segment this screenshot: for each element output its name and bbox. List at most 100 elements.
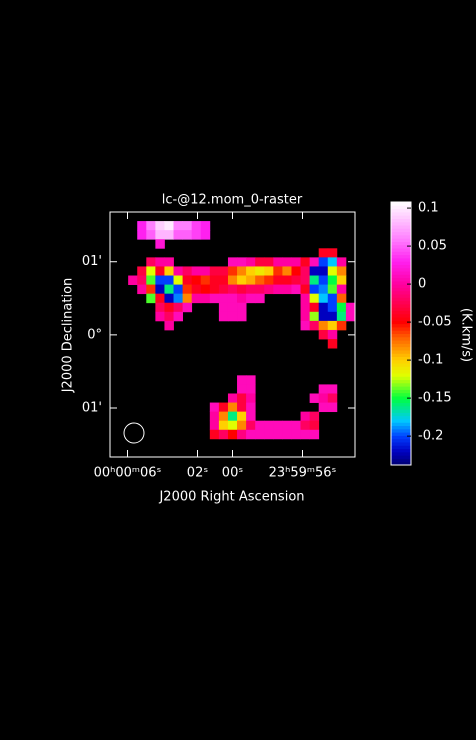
pixel — [309, 257, 320, 267]
y-tick-label: 0° — [87, 327, 102, 342]
pixel — [255, 266, 265, 276]
y-tick-label: 01' — [82, 254, 102, 269]
pixel — [209, 266, 220, 276]
pixel — [273, 420, 283, 431]
pixel — [173, 230, 183, 240]
colorbar-slice — [391, 333, 411, 338]
pixel — [173, 302, 183, 313]
colorbar-tick-label: 0 — [418, 277, 426, 292]
pixel — [209, 284, 220, 295]
pixel — [318, 393, 329, 403]
pixel — [227, 275, 238, 285]
pixel — [300, 266, 311, 276]
colorbar-tick-label: -0.2 — [418, 429, 443, 444]
pixel — [336, 275, 347, 285]
pixel — [318, 384, 329, 394]
pixel — [273, 284, 283, 295]
pixel — [246, 402, 256, 413]
colorbar-slice — [391, 251, 411, 256]
colorbar-slice — [391, 277, 411, 282]
pixel — [164, 293, 174, 304]
pixel — [318, 311, 329, 322]
pixel — [164, 275, 174, 285]
pixel — [155, 302, 165, 313]
pixel — [164, 266, 174, 276]
colorbar-slice — [391, 248, 411, 252]
colorbar-slice — [391, 382, 411, 387]
colorbar-slice — [391, 425, 411, 430]
pixel — [182, 230, 193, 240]
pixel — [246, 411, 256, 422]
pixel — [155, 293, 165, 304]
colorbar-slice — [391, 448, 411, 453]
pixel — [209, 293, 220, 304]
colorbar-slice — [391, 372, 411, 377]
colorbar-slice — [391, 205, 411, 210]
pixel — [227, 257, 238, 267]
colorbar-slice — [391, 326, 411, 331]
pixel — [273, 275, 283, 285]
pixel — [146, 257, 156, 267]
pixel — [345, 311, 356, 322]
pixel — [164, 257, 174, 267]
pixel — [246, 375, 256, 385]
pixel — [164, 311, 174, 322]
pixel — [237, 429, 247, 440]
pixel — [137, 284, 147, 295]
pixel — [227, 402, 238, 413]
pixel — [237, 266, 247, 276]
colorbar-slice — [391, 211, 411, 216]
pixel — [237, 375, 247, 385]
colorbar-slice — [391, 441, 411, 446]
colorbar-slice — [391, 415, 411, 420]
colorbar-slice — [391, 300, 411, 305]
pixel — [273, 429, 283, 440]
colorbar-slice — [391, 392, 411, 397]
pixel — [227, 393, 238, 403]
pixel — [227, 420, 238, 431]
pixel — [200, 221, 211, 231]
colorbar-slice — [391, 317, 411, 321]
colorbar-slice — [391, 451, 411, 456]
pixel — [191, 221, 202, 231]
pixel — [182, 284, 193, 295]
colorbar-slice — [391, 363, 411, 367]
pixel — [155, 266, 165, 276]
colorbar-slice — [391, 336, 411, 341]
pixel — [273, 266, 283, 276]
pixel — [237, 384, 247, 394]
colorbar-slice — [391, 290, 411, 295]
pixel — [255, 293, 265, 304]
pixel — [336, 257, 347, 267]
colorbar-slice — [391, 389, 411, 394]
pixel — [300, 420, 311, 431]
colorbar-slice — [391, 221, 411, 226]
pixel — [200, 266, 211, 276]
pixel — [300, 257, 311, 267]
pixel — [282, 429, 292, 440]
colorbar-slice — [391, 254, 411, 259]
pixel — [291, 266, 301, 276]
pixel — [182, 293, 193, 304]
pixel — [146, 275, 156, 285]
pixel — [327, 329, 338, 340]
pixel — [246, 393, 256, 403]
pixel — [255, 275, 265, 285]
pixel — [327, 257, 338, 267]
pixel — [227, 266, 238, 276]
pixel — [237, 257, 247, 267]
pixel — [345, 302, 356, 313]
pixel — [318, 402, 329, 413]
pixel — [300, 311, 311, 322]
pixel — [191, 230, 202, 240]
pixel — [246, 275, 256, 285]
colorbar-slice — [391, 458, 411, 463]
pixel — [255, 284, 265, 295]
pixel — [327, 320, 338, 331]
pixel — [309, 429, 320, 440]
beam — [123, 422, 145, 444]
pixel — [318, 275, 329, 285]
colorbar-slice — [391, 349, 411, 354]
pixel — [264, 420, 274, 431]
colorbar-slice — [391, 320, 411, 325]
